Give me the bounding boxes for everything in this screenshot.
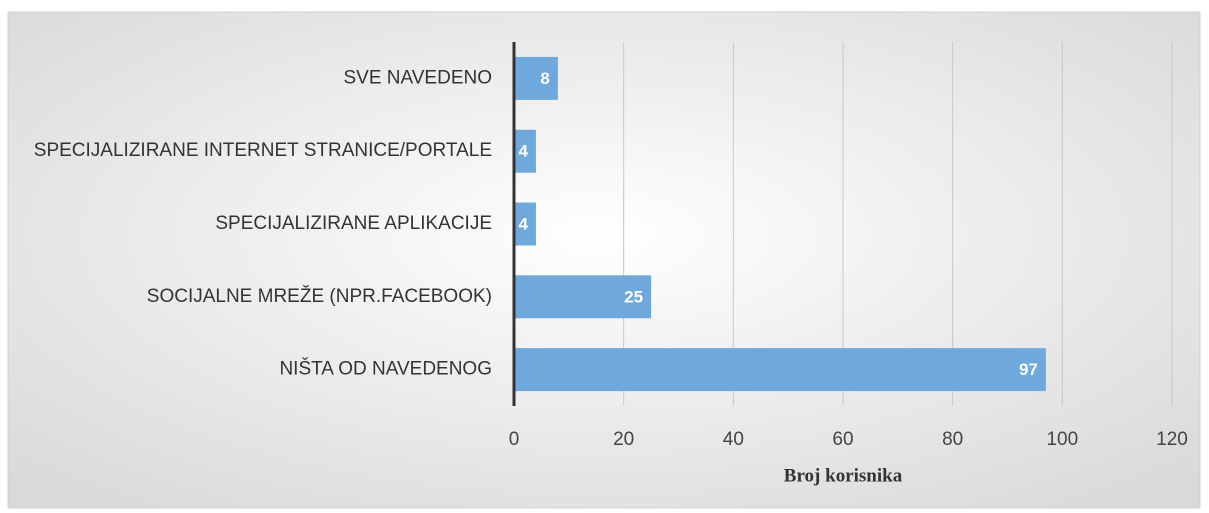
chart-background	[7, 11, 1201, 509]
bar	[514, 129, 536, 173]
x-tick-label: 40	[723, 429, 744, 450]
x-tick-label: 20	[613, 429, 634, 450]
data-label: 4	[518, 214, 528, 233]
data-label: 97	[1019, 360, 1038, 379]
y-tick-label: SPECIJALIZIRANE INTERNET STRANICE/PORTAL…	[34, 140, 492, 161]
data-label: 25	[624, 287, 643, 306]
bar	[514, 202, 536, 246]
x-tick-label: 60	[832, 429, 853, 450]
x-tick-label: 0	[509, 429, 520, 450]
y-tick-label: NIŠTA OD NAVEDENOG	[279, 358, 492, 380]
y-tick-label: SOCIJALNE MREŽE (NPR.FACEBOOK)	[147, 285, 492, 307]
bar	[514, 348, 1046, 392]
data-label: 4	[518, 142, 528, 161]
x-tick-label: 100	[1046, 429, 1078, 450]
x-tick-label: 120	[1156, 429, 1188, 450]
data-label: 8	[540, 69, 549, 88]
bar	[514, 275, 652, 319]
x-axis-title: Broj korisnika	[784, 465, 903, 486]
y-tick-label: SVE NAVEDENO	[343, 67, 492, 88]
x-tick-label: 80	[942, 429, 963, 450]
y-tick-label: SPECIJALIZIRANE APLIKACIJE	[215, 213, 492, 234]
bar	[514, 56, 558, 100]
